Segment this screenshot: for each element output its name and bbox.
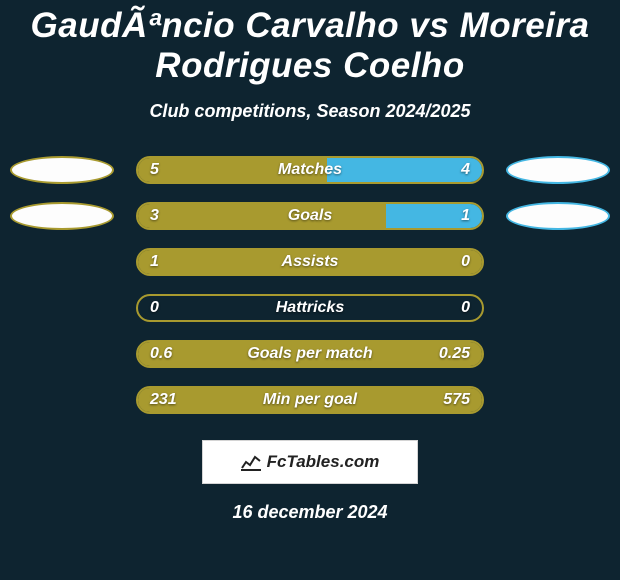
page-title: GaudÃªncio Carvalho vs Moreira Rodrigues… (0, 0, 620, 87)
brand-badge: FcTables.com (202, 440, 418, 484)
stat-row: 0.6Goals per match0.25 (0, 340, 620, 368)
stat-bar: 0Hattricks0 (136, 294, 484, 322)
stat-value-right: 1 (461, 204, 470, 228)
stat-row: 0Hattricks0 (0, 294, 620, 322)
stat-bar: 1Assists0 (136, 248, 484, 276)
stat-row: 3Goals1 (0, 202, 620, 230)
comparison-card: GaudÃªncio Carvalho vs Moreira Rodrigues… (0, 0, 620, 580)
stat-value-right: 0 (461, 250, 470, 274)
stat-bar: 0.6Goals per match0.25 (136, 340, 484, 368)
stat-label: Assists (138, 250, 482, 274)
stat-label: Goals (138, 204, 482, 228)
left-bubble (10, 202, 114, 230)
stat-value-right: 4 (461, 158, 470, 182)
brand-label: FcTables.com (267, 452, 380, 472)
stat-label: Matches (138, 158, 482, 182)
stat-value-right: 0 (461, 296, 470, 320)
stat-bar: 3Goals1 (136, 202, 484, 230)
brand-logo-icon (241, 453, 261, 471)
stat-row: 231Min per goal575 (0, 386, 620, 414)
stat-label: Hattricks (138, 296, 482, 320)
stat-label: Goals per match (138, 342, 482, 366)
right-bubble (506, 156, 610, 184)
stat-value-right: 0.25 (439, 342, 470, 366)
right-bubble (506, 202, 610, 230)
stat-bar: 231Min per goal575 (136, 386, 484, 414)
stat-row: 5Matches4 (0, 156, 620, 184)
stat-bar: 5Matches4 (136, 156, 484, 184)
stat-label: Min per goal (138, 388, 482, 412)
subtitle: Club competitions, Season 2024/2025 (0, 101, 620, 122)
stats-container: 5Matches43Goals11Assists00Hattricks00.6G… (0, 156, 620, 414)
date-label: 16 december 2024 (0, 502, 620, 523)
stat-row: 1Assists0 (0, 248, 620, 276)
stat-value-right: 575 (443, 388, 470, 412)
left-bubble (10, 156, 114, 184)
